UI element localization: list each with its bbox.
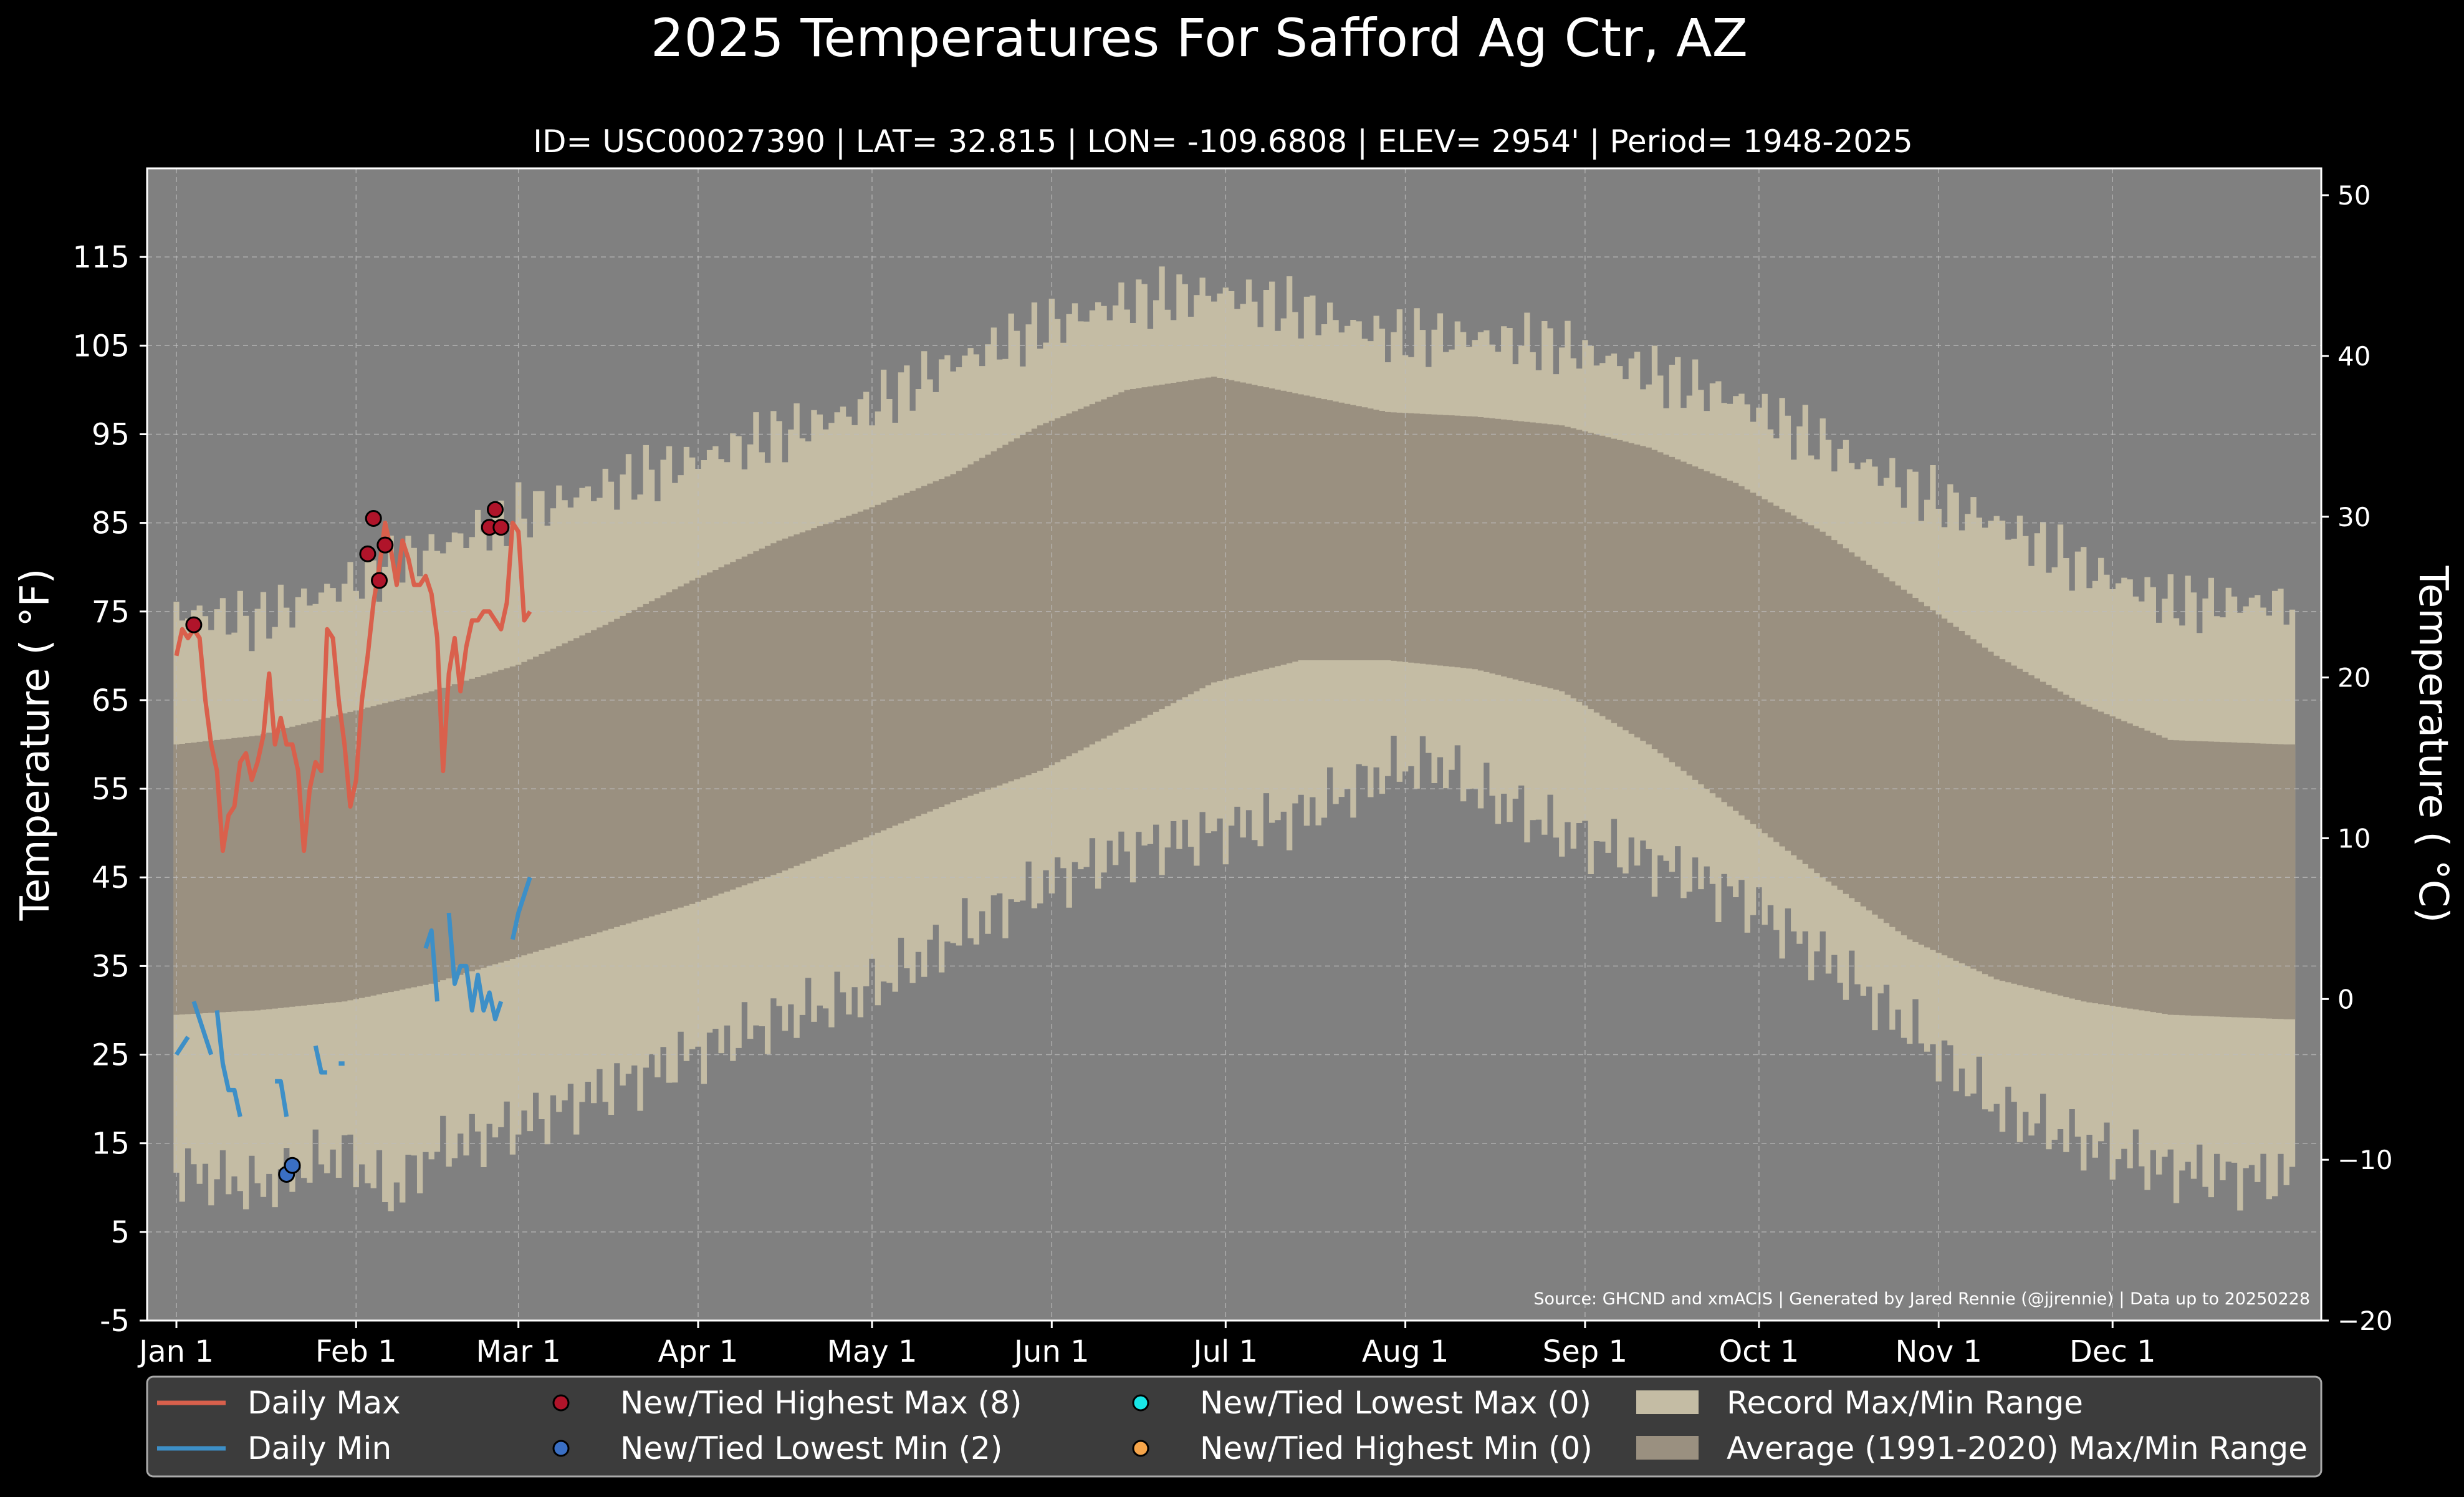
y-right-tick-label: 30 (2337, 502, 2371, 532)
x-tick-label: Feb 1 (315, 1334, 397, 1369)
y-tick-label: 45 (92, 860, 130, 895)
x-tick-label: May 1 (827, 1334, 917, 1369)
legend-marker (1132, 1440, 1149, 1457)
x-tick-label: Oct 1 (1719, 1334, 1800, 1369)
record-high-max-point (376, 536, 394, 554)
x-tick-label: Apr 1 (658, 1334, 739, 1369)
y-right-tick-label: 40 (2337, 341, 2371, 372)
legend-label: Daily Max (247, 1385, 401, 1421)
y-tick-label: 65 (92, 683, 130, 718)
legend-marker (1132, 1394, 1149, 1412)
x-tick-label: Jan 1 (137, 1334, 214, 1369)
y-tick-label: 115 (72, 240, 130, 275)
x-tick-label: Jul 1 (1191, 1334, 1258, 1369)
y-tick-label: 85 (92, 506, 130, 541)
y-right-tick-label: −10 (2337, 1145, 2393, 1175)
legend-label: New/Tied Highest Min (0) (1200, 1430, 1593, 1466)
y-right-tick-label: 10 (2337, 823, 2371, 854)
legend-entry: Daily Min (157, 1430, 391, 1466)
legend-entry: Record Max/Min Range (1636, 1385, 2083, 1421)
legend-label: New/Tied Lowest Min (2) (620, 1430, 1002, 1466)
x-tick-label: Mar 1 (476, 1334, 561, 1369)
daily-min-segment (313, 1045, 327, 1075)
legend-entry: New/Tied Highest Min (0) (1132, 1430, 1593, 1466)
x-tick-label: Nov 1 (1895, 1334, 1982, 1369)
y-right-tick-label: 20 (2337, 663, 2371, 693)
daily-min-segment (214, 1010, 242, 1117)
record-high-max-point (359, 545, 376, 562)
y-tick-label: 105 (72, 329, 130, 363)
y-right-tick-label: 0 (2337, 984, 2354, 1014)
y-tick-label: -5 (100, 1304, 130, 1339)
x-tick-label: Aug 1 (1362, 1334, 1449, 1369)
daily-min-segment (423, 928, 439, 1002)
y-tick-label: 55 (92, 772, 130, 807)
source-note: Source: GHCND and xmACIS | Generated by … (1533, 1289, 2310, 1309)
legend-entry: New/Tied Highest Max (8) (552, 1385, 1022, 1421)
legend-box (146, 1375, 2323, 1478)
daily-max-line (174, 521, 532, 854)
plot-frame (146, 167, 2323, 1322)
record-high-max-point (185, 616, 203, 633)
legend: Daily Max Daily Min New/Tied Highest Max (… (146, 1375, 2323, 1478)
y-axis-label-left: Temperature ( °F) (12, 569, 59, 922)
daily-min-segment (275, 1079, 289, 1117)
record-high-max-point (487, 501, 504, 518)
legend-label: Average (1991-2020) Max/Min Range (1727, 1430, 2308, 1466)
chart-subtitle: ID= USC00027390 | LAT= 32.815 | LON= -10… (533, 123, 1912, 160)
legend-label: Daily Min (247, 1430, 391, 1466)
legend-marker (552, 1394, 570, 1412)
legend-marker (552, 1440, 570, 1457)
daily-min-segment (446, 912, 504, 1022)
legend-patch (1636, 1436, 1699, 1460)
record-low-min-point (284, 1157, 301, 1174)
daily-min-segment (510, 877, 532, 940)
average-range-band (173, 377, 2296, 1019)
legend-entry: Average (1991-2020) Max/Min Range (1636, 1430, 2308, 1466)
legend-label: Record Max/Min Range (1727, 1385, 2083, 1421)
y-axis-label-right: Temperature ( °C) (2410, 566, 2456, 923)
x-tick-label: Dec 1 (2069, 1334, 2156, 1369)
y-tick-label: 75 (92, 595, 130, 630)
record-high-max-point (365, 510, 382, 527)
y-right-tick-label: 50 (2337, 180, 2371, 211)
y-right-tick-label: −20 (2337, 1306, 2393, 1336)
y-tick-label: 15 (92, 1127, 130, 1162)
chart-title: 2025 Temperatures For Safford Ag Ctr, AZ (651, 7, 1748, 69)
y-tick-label: 5 (110, 1215, 130, 1250)
daily-min-segment (191, 1001, 214, 1056)
y-tick-label: 25 (92, 1038, 130, 1073)
x-tick-label: Sep 1 (1543, 1334, 1627, 1369)
record-high-max-point (371, 572, 388, 589)
y-tick-label: 95 (92, 417, 130, 452)
daily-min-segment (175, 1036, 190, 1056)
record-high-max-point (492, 519, 510, 536)
legend-patch (1636, 1390, 1699, 1414)
legend-label: New/Tied Lowest Max (0) (1200, 1385, 1591, 1421)
y-tick-label: 35 (92, 949, 130, 984)
x-tick-label: Jun 1 (1012, 1334, 1090, 1369)
legend-entry: New/Tied Lowest Min (2) (552, 1430, 1002, 1466)
legend-entry: Daily Max (157, 1385, 401, 1421)
legend-entry: New/Tied Lowest Max (0) (1132, 1385, 1591, 1421)
legend-label: New/Tied Highest Max (8) (620, 1385, 1022, 1421)
